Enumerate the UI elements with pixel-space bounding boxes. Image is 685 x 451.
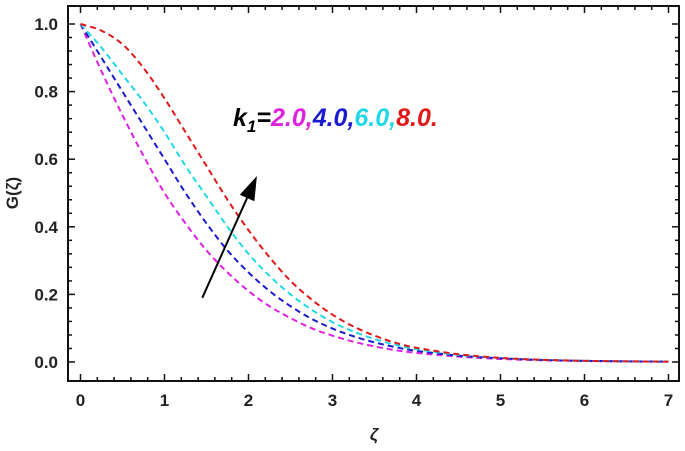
annotation-label: k1=2.0,4.0,6.0,8.0. <box>233 104 438 136</box>
x-tick-label: 5 <box>496 391 505 410</box>
annotation-arrow <box>201 197 248 299</box>
plot-frame <box>67 5 680 382</box>
y-tick-label: 0.0 <box>34 353 58 372</box>
x-tick-label: 4 <box>412 391 422 410</box>
annotation-equals: = <box>256 104 271 132</box>
x-axis-label: ζ <box>370 425 380 444</box>
annotation-value-3: 6.0, <box>354 104 396 132</box>
series-line-4 <box>80 23 669 363</box>
y-tick-label: 0.2 <box>34 285 58 304</box>
x-tick-label: 1 <box>160 391 169 410</box>
annotation-value-2: 4.0, <box>312 104 355 132</box>
y-tick-label: 0.4 <box>34 218 58 237</box>
ticks <box>68 6 679 381</box>
y-tick-label: 1.0 <box>34 15 58 34</box>
x-tick-label: 2 <box>244 391 253 410</box>
series-line-2 <box>79 23 669 363</box>
annotation-value-4: 8.0. <box>396 104 438 132</box>
annotation-subscript: 1 <box>247 117 256 136</box>
annotation-symbol: k <box>233 104 248 132</box>
series-line-1 <box>79 23 669 363</box>
y-axis-label: G(ζ) <box>3 177 22 209</box>
annotation-arrow-head <box>239 176 257 202</box>
x-tick-label: 3 <box>328 391 337 410</box>
x-tick-label: 0 <box>76 391 85 410</box>
y-tick-label: 0.8 <box>34 83 58 102</box>
x-tick-label: 7 <box>664 391 673 410</box>
series-lines <box>79 23 669 363</box>
annotation-value-1: 2.0, <box>270 104 313 132</box>
y-tick-label: 0.6 <box>34 150 58 169</box>
tick-labels: 0 1 2 3 4 5 6 7 0.0 0.2 0.4 0.6 0.8 1.0 <box>34 15 673 410</box>
series-line-3 <box>79 23 669 363</box>
x-tick-label: 6 <box>580 391 589 410</box>
